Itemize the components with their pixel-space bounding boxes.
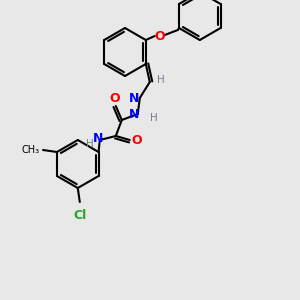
Text: N: N (128, 92, 139, 104)
Text: H: H (150, 113, 158, 123)
Text: H: H (157, 75, 164, 85)
Text: N: N (128, 107, 139, 121)
Text: Cl: Cl (73, 209, 86, 222)
Text: H: H (86, 139, 94, 149)
Text: N: N (92, 131, 103, 145)
Text: O: O (131, 134, 142, 146)
Text: O: O (110, 92, 120, 106)
Text: O: O (154, 29, 165, 43)
Text: CH₃: CH₃ (22, 145, 40, 155)
